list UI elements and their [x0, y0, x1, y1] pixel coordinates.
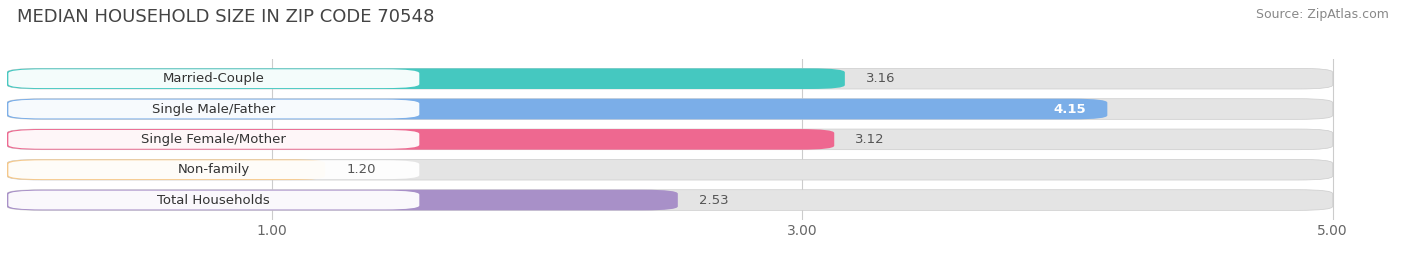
- FancyBboxPatch shape: [7, 99, 1333, 119]
- FancyBboxPatch shape: [8, 100, 419, 118]
- Text: 1.20: 1.20: [346, 163, 375, 176]
- Text: 4.15: 4.15: [1053, 103, 1085, 116]
- FancyBboxPatch shape: [7, 68, 1333, 89]
- FancyBboxPatch shape: [8, 69, 419, 88]
- Text: Total Households: Total Households: [157, 193, 270, 207]
- FancyBboxPatch shape: [8, 160, 419, 179]
- FancyBboxPatch shape: [7, 129, 834, 150]
- FancyBboxPatch shape: [7, 99, 1108, 119]
- Text: 3.16: 3.16: [866, 72, 896, 85]
- FancyBboxPatch shape: [7, 159, 1333, 180]
- Text: Married-Couple: Married-Couple: [163, 72, 264, 85]
- FancyBboxPatch shape: [7, 129, 1333, 150]
- FancyBboxPatch shape: [7, 159, 325, 180]
- Text: 3.12: 3.12: [855, 133, 884, 146]
- FancyBboxPatch shape: [7, 68, 845, 89]
- Text: Single Male/Father: Single Male/Father: [152, 103, 276, 116]
- FancyBboxPatch shape: [8, 130, 419, 149]
- Text: Non-family: Non-family: [177, 163, 250, 176]
- Text: Source: ZipAtlas.com: Source: ZipAtlas.com: [1256, 8, 1389, 21]
- FancyBboxPatch shape: [8, 191, 419, 210]
- FancyBboxPatch shape: [7, 190, 1333, 210]
- FancyBboxPatch shape: [7, 190, 678, 210]
- Text: Single Female/Mother: Single Female/Mother: [142, 133, 287, 146]
- Text: 2.53: 2.53: [699, 193, 728, 207]
- Text: MEDIAN HOUSEHOLD SIZE IN ZIP CODE 70548: MEDIAN HOUSEHOLD SIZE IN ZIP CODE 70548: [17, 8, 434, 26]
